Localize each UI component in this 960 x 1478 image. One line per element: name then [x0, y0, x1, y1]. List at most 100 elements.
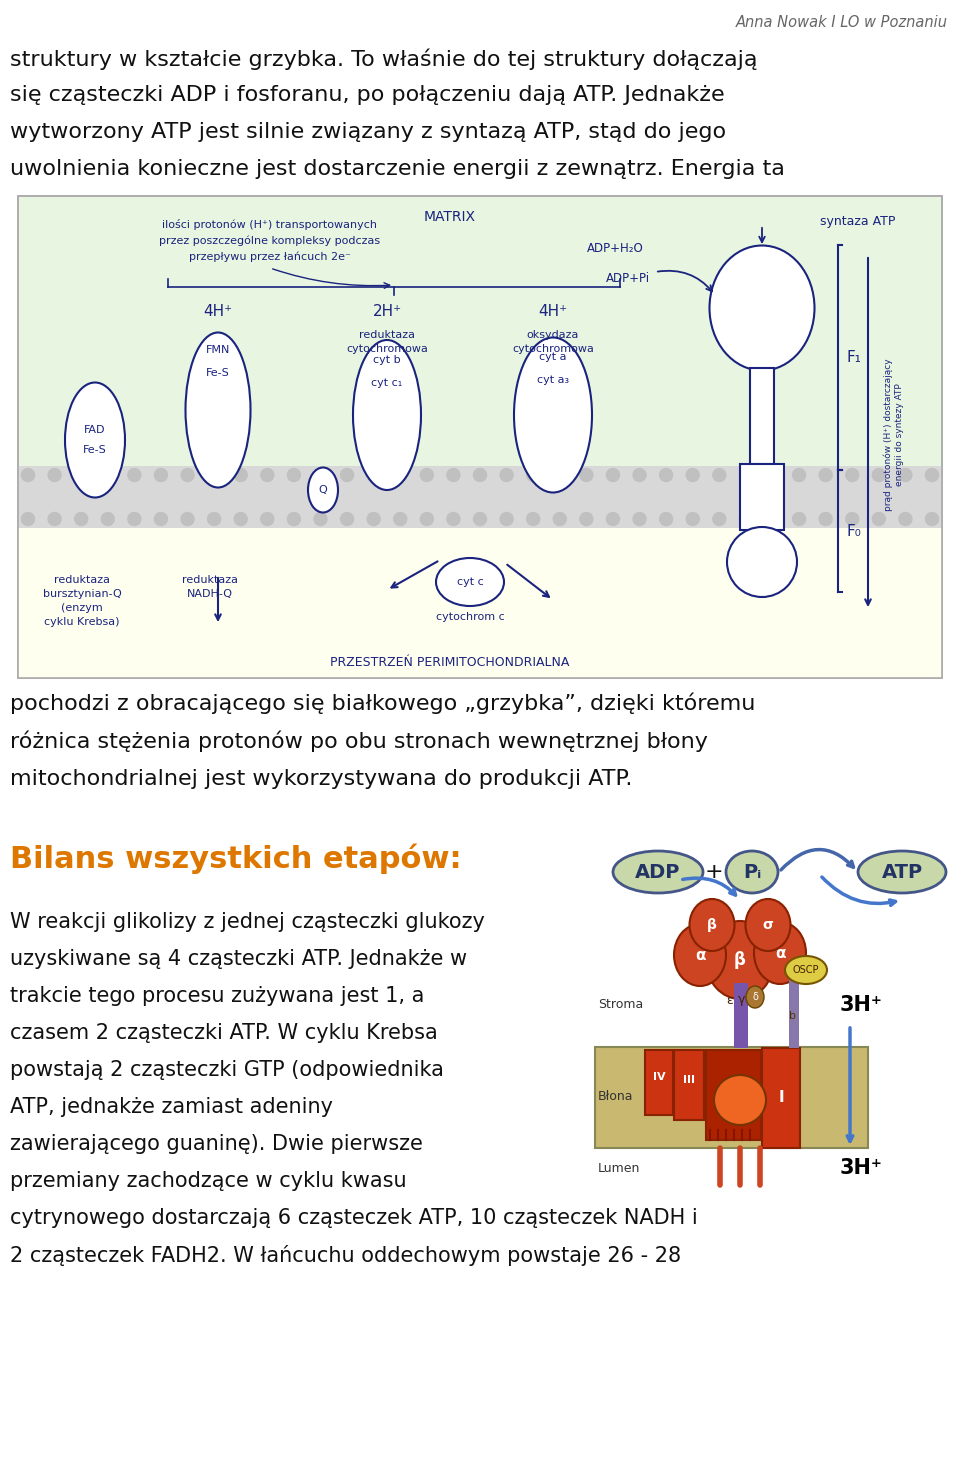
- Circle shape: [633, 469, 646, 482]
- Circle shape: [527, 469, 540, 482]
- Text: trakcie tego procesu zużywana jest 1, a: trakcie tego procesu zużywana jest 1, a: [10, 986, 424, 1007]
- Circle shape: [846, 513, 859, 526]
- Text: przemiany zachodzące w cyklu kwasu: przemiany zachodzące w cyklu kwasu: [10, 1171, 407, 1191]
- Text: reduktaza: reduktaza: [182, 575, 238, 585]
- Text: 4H⁺: 4H⁺: [539, 304, 567, 319]
- Text: uzyskiwane są 4 cząsteczki ATP. Jednakże w: uzyskiwane są 4 cząsteczki ATP. Jednakże…: [10, 949, 468, 970]
- Text: b: b: [789, 1011, 797, 1021]
- Text: β: β: [708, 918, 717, 933]
- Bar: [762, 1048, 800, 1148]
- Circle shape: [394, 513, 407, 526]
- Circle shape: [473, 469, 487, 482]
- Ellipse shape: [353, 340, 421, 491]
- Circle shape: [234, 469, 248, 482]
- Ellipse shape: [436, 559, 504, 606]
- Circle shape: [739, 469, 753, 482]
- Circle shape: [925, 513, 939, 526]
- Circle shape: [500, 469, 513, 482]
- Text: ADP+H₂O: ADP+H₂O: [587, 241, 643, 254]
- Text: ATP: ATP: [881, 863, 923, 881]
- Text: II: II: [728, 1082, 738, 1098]
- Circle shape: [420, 513, 433, 526]
- Ellipse shape: [727, 528, 797, 597]
- Text: cyt a₃: cyt a₃: [537, 375, 569, 384]
- Circle shape: [447, 469, 460, 482]
- Text: powstają 2 cząsteczki GTP (odpowiednika: powstają 2 cząsteczki GTP (odpowiednika: [10, 1060, 444, 1080]
- Text: Stroma: Stroma: [598, 999, 643, 1011]
- Text: ADP: ADP: [636, 863, 681, 881]
- Bar: [18, 197, 942, 678]
- Text: (enzym: (enzym: [61, 603, 103, 613]
- Circle shape: [527, 513, 540, 526]
- Circle shape: [793, 513, 805, 526]
- Text: syntaza ATP: syntaza ATP: [820, 216, 896, 229]
- Circle shape: [607, 513, 619, 526]
- Circle shape: [899, 513, 912, 526]
- Circle shape: [155, 513, 167, 526]
- Circle shape: [101, 469, 114, 482]
- Circle shape: [873, 513, 885, 526]
- Circle shape: [660, 513, 673, 526]
- Text: przepływu przez łańcuch 2e⁻: przepływu przez łańcuch 2e⁻: [189, 251, 351, 262]
- Text: MATRIX: MATRIX: [424, 210, 476, 225]
- Circle shape: [580, 469, 593, 482]
- Text: Lumen: Lumen: [598, 1162, 640, 1175]
- Circle shape: [75, 513, 87, 526]
- Ellipse shape: [308, 467, 338, 513]
- Circle shape: [712, 469, 726, 482]
- Circle shape: [314, 469, 327, 482]
- Text: 2 cząsteczek FADH2. W łańcuchu oddechowym powstaje 26 - 28: 2 cząsteczek FADH2. W łańcuchu oddechowy…: [10, 1244, 682, 1267]
- Text: przez poszczególne kompleksy podczas: przez poszczególne kompleksy podczas: [159, 236, 380, 247]
- Circle shape: [367, 469, 380, 482]
- Text: NADH-Q: NADH-Q: [187, 590, 233, 599]
- Circle shape: [607, 469, 619, 482]
- Circle shape: [553, 513, 566, 526]
- Ellipse shape: [674, 924, 726, 986]
- Text: mitochondrialnej jest wykorzystywana do produkcji ATP.: mitochondrialnej jest wykorzystywana do …: [10, 769, 633, 789]
- Circle shape: [128, 469, 141, 482]
- Text: czasem 2 cząsteczki ATP. W cyklu Krebsa: czasem 2 cząsteczki ATP. W cyklu Krebsa: [10, 1023, 438, 1043]
- Bar: [706, 1049, 761, 1140]
- Text: struktury w kształcie grzybka. To właśnie do tej struktury dołączają: struktury w kształcie grzybka. To właśni…: [10, 47, 757, 69]
- Circle shape: [128, 513, 141, 526]
- Text: β: β: [734, 950, 746, 970]
- Ellipse shape: [689, 899, 734, 950]
- Circle shape: [420, 469, 433, 482]
- Text: FAD: FAD: [84, 426, 106, 435]
- Circle shape: [314, 513, 327, 526]
- Bar: [674, 1049, 704, 1120]
- Text: cytochrom c: cytochrom c: [436, 612, 504, 622]
- Circle shape: [739, 513, 753, 526]
- Circle shape: [899, 469, 912, 482]
- Circle shape: [447, 513, 460, 526]
- Circle shape: [660, 469, 673, 482]
- Text: cyt c₁: cyt c₁: [372, 378, 402, 389]
- Circle shape: [181, 469, 194, 482]
- Text: I: I: [779, 1089, 783, 1104]
- Bar: [645, 1049, 673, 1114]
- Ellipse shape: [754, 922, 806, 984]
- Bar: [750, 368, 774, 464]
- Ellipse shape: [65, 383, 125, 498]
- Ellipse shape: [514, 337, 592, 492]
- Text: Anna Nowak I LO w Poznaniu: Anna Nowak I LO w Poznaniu: [736, 15, 948, 30]
- Circle shape: [234, 513, 248, 526]
- Circle shape: [367, 513, 380, 526]
- Text: III: III: [683, 1075, 695, 1085]
- Circle shape: [633, 513, 646, 526]
- Circle shape: [21, 513, 35, 526]
- Text: reduktaza: reduktaza: [54, 575, 110, 585]
- Text: ATP, jednakże zamiast adeniny: ATP, jednakże zamiast adeniny: [10, 1097, 333, 1117]
- Circle shape: [48, 513, 61, 526]
- Text: cytochromowa: cytochromowa: [346, 344, 428, 355]
- Bar: [18, 466, 942, 528]
- Text: się cząsteczki ADP i fosforanu, po połączeniu dają ATP. Jednakże: się cząsteczki ADP i fosforanu, po połąc…: [10, 86, 725, 105]
- Circle shape: [261, 469, 274, 482]
- Bar: [740, 464, 784, 531]
- Circle shape: [341, 469, 353, 482]
- Ellipse shape: [726, 851, 778, 893]
- Bar: [18, 520, 942, 678]
- Text: 2H⁺: 2H⁺: [372, 304, 401, 319]
- Circle shape: [394, 469, 407, 482]
- Text: bursztynian-Q: bursztynian-Q: [42, 590, 121, 599]
